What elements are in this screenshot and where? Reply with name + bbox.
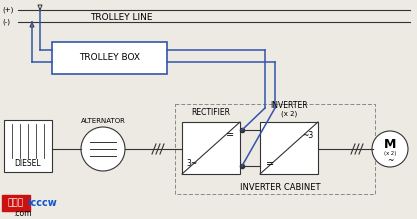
Circle shape <box>81 127 125 171</box>
Text: (-): (-) <box>2 19 10 25</box>
Text: =: = <box>266 159 274 169</box>
Bar <box>182 122 240 174</box>
Text: ~: ~ <box>387 157 393 166</box>
Text: =: = <box>226 130 234 140</box>
Text: TROLLEY LINE: TROLLEY LINE <box>90 12 153 21</box>
Text: ~3: ~3 <box>302 131 314 140</box>
Text: TROLLEY BOX: TROLLEY BOX <box>79 53 140 62</box>
Circle shape <box>372 131 408 167</box>
Bar <box>260 122 318 174</box>
Text: INVERTER: INVERTER <box>270 101 308 110</box>
Text: ALTERNATOR: ALTERNATOR <box>80 118 126 124</box>
Text: RECTIFIER: RECTIFIER <box>191 108 231 117</box>
Text: INVERTER CABINET: INVERTER CABINET <box>240 182 320 191</box>
Bar <box>52 42 167 74</box>
Text: (x 2): (x 2) <box>281 111 297 117</box>
Bar <box>4 120 52 172</box>
Bar <box>2 195 30 211</box>
Text: 3~: 3~ <box>186 159 198 168</box>
Text: (x 2): (x 2) <box>384 152 396 157</box>
Text: .com: .com <box>13 208 31 217</box>
Text: DIESEL: DIESEL <box>15 159 41 168</box>
Bar <box>175 104 375 194</box>
Text: 巨车网: 巨车网 <box>8 198 24 207</box>
Text: (+): (+) <box>2 7 13 13</box>
Text: M: M <box>384 138 396 152</box>
Text: icccw: icccw <box>27 198 57 208</box>
